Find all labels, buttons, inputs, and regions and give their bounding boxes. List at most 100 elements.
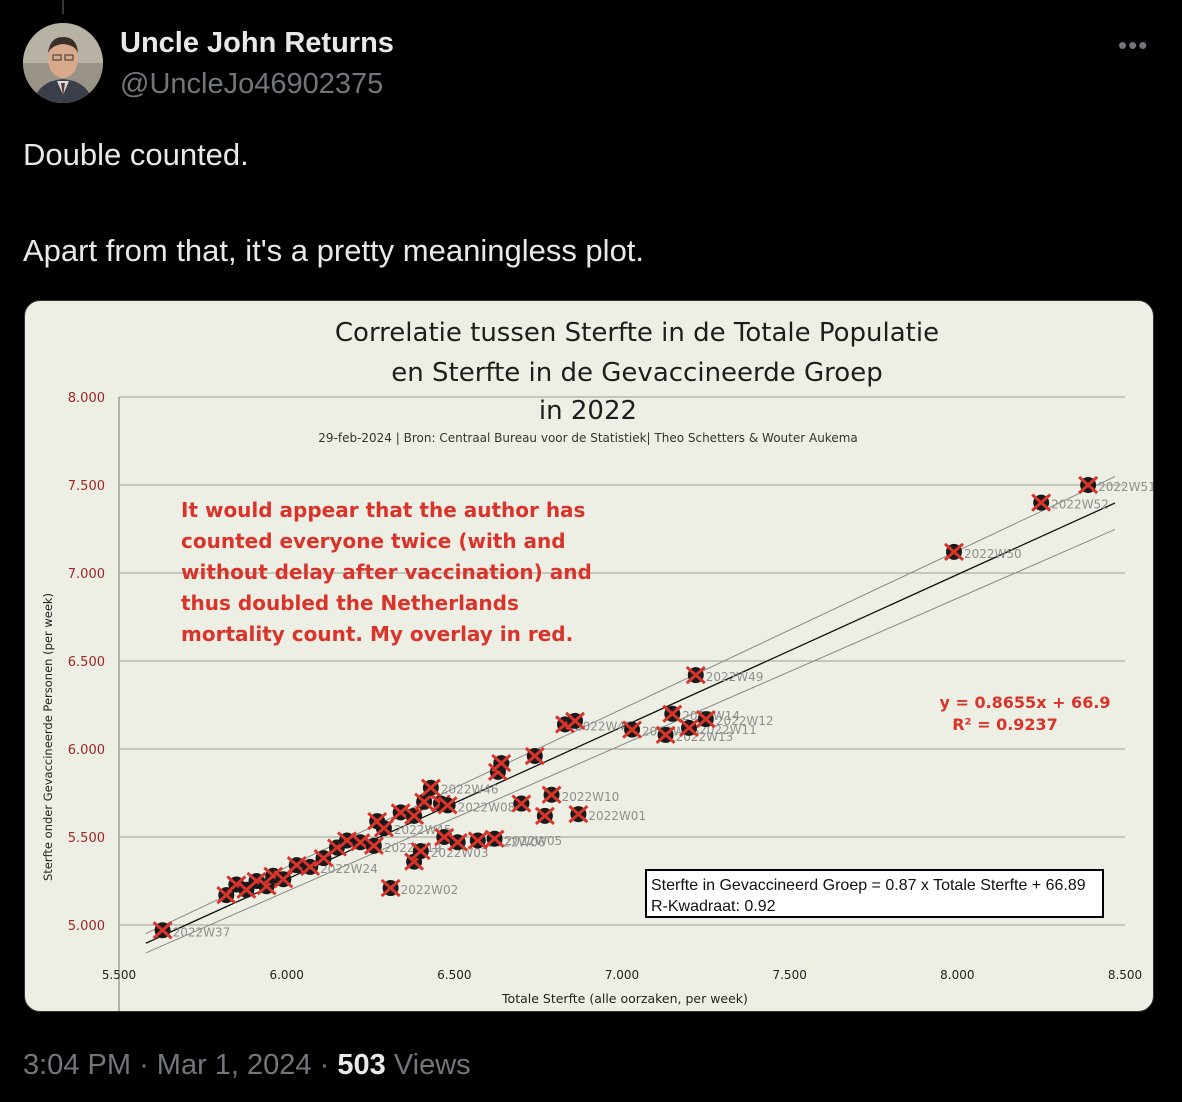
- data-point: 2022W51: [1078, 475, 1153, 495]
- data-point-label: 2022W08: [458, 800, 516, 814]
- y-tick-label: 6.500: [68, 655, 105, 670]
- red-cross-stroke: [434, 827, 455, 847]
- data-point: [511, 794, 532, 813]
- red-cross-stroke: [655, 725, 676, 745]
- tweet-text-line-2: Apart from that, it's a pretty meaningle…: [23, 233, 645, 268]
- red-cross-stroke: [943, 542, 964, 562]
- data-point: 2022W50: [943, 542, 1022, 562]
- data-point-label: 2022W52: [1051, 498, 1109, 512]
- lower-band-line: [145, 528, 1116, 954]
- red-cross-stroke: [410, 841, 431, 861]
- red-cross-stroke: [350, 833, 371, 852]
- data-point-label: 2022W12: [716, 714, 774, 728]
- tweet-time[interactable]: 3:04 PM: [23, 1049, 131, 1081]
- data-point: [273, 870, 294, 889]
- data-point: 2022W10: [541, 785, 620, 804]
- red-cross-stroke: [273, 870, 294, 889]
- data-point: 2022W47: [554, 715, 633, 734]
- chart-subtitle: 29-feb-2024 | Bron: Centraal Bureau voor…: [318, 431, 858, 445]
- trend-r2: R² = 0.9237: [952, 715, 1058, 734]
- data-point: 2022W52: [1031, 493, 1109, 512]
- data-point: 2022W49: [685, 665, 764, 685]
- data-point: [447, 833, 468, 852]
- x-tick-label: 8.000: [940, 968, 974, 982]
- footer-separator: ·: [319, 1049, 330, 1081]
- avatar[interactable]: [23, 23, 103, 103]
- author-name[interactable]: Uncle John Returns: [120, 27, 394, 59]
- red-cross-stroke: [300, 857, 321, 877]
- data-point: 2022W01: [568, 804, 646, 824]
- x-tick-label: 6.000: [269, 968, 303, 982]
- scatter-chart: 2022W372022W242022W192022W452022W462022W…: [41, 318, 1153, 1011]
- y-axis-label: Sterfte onder Gevaccineerde Personen (pe…: [41, 593, 55, 881]
- data-point-label: 2022W01: [588, 809, 646, 823]
- red-cross-stroke: [373, 819, 394, 838]
- red-cross-stroke: [226, 875, 247, 894]
- author-handle[interactable]: @UncleJo46902375: [120, 68, 384, 100]
- data-point: 2022W37: [152, 921, 231, 940]
- thread-connector: [62, 0, 64, 14]
- tweet-date[interactable]: Mar 1, 2024: [156, 1049, 312, 1081]
- red-cross-stroke: [390, 803, 411, 822]
- data-point: 2022W03: [410, 841, 489, 861]
- y-tick-label: 5.500: [68, 831, 105, 846]
- data-point-label: 2022W03: [431, 846, 489, 860]
- red-cross-stroke: [437, 796, 458, 815]
- red-cross-stroke: [1031, 493, 1052, 512]
- chart-title-line-1: Correlatie tussen Sterfte in de Totale P…: [335, 318, 939, 348]
- red-cross-stroke: [622, 720, 643, 739]
- data-point-label: 2022W02: [401, 883, 459, 897]
- data-point-label: 2022W46: [441, 783, 499, 797]
- red-cross-stroke: [467, 831, 488, 850]
- overlay-line-4: thus doubled the Netherlands: [181, 591, 519, 615]
- views-count: 503: [337, 1049, 386, 1081]
- x-tick-label: 7.500: [772, 968, 806, 982]
- red-cross-stroke: [414, 792, 435, 811]
- red-cross-stroke: [685, 665, 706, 685]
- overlay-line-1: It would appear that the author has: [181, 498, 585, 522]
- data-point: 2022W02: [380, 878, 459, 898]
- data-point-label: 2022W47: [575, 719, 633, 733]
- avatar-image: [23, 23, 103, 103]
- data-point: [404, 806, 425, 826]
- red-cross-stroke: [263, 866, 284, 885]
- data-point: [414, 792, 435, 811]
- red-cross-stroke: [662, 704, 683, 723]
- red-cross-stroke: [534, 806, 555, 826]
- data-point-label: 2022W10: [562, 790, 620, 804]
- overlay-line-3: without delay after vaccination) and: [181, 560, 592, 584]
- red-cross-stroke: [491, 753, 512, 773]
- x-tick-label: 5.500: [102, 968, 136, 982]
- chart-ticks: 5.0005.5006.0006.5007.0007.5008.00045005…: [68, 391, 1142, 982]
- data-point: [524, 746, 545, 766]
- red-cross-stroke: [1078, 475, 1099, 495]
- regression-box-line-2: R-Kwadraat: 0.92: [651, 898, 776, 915]
- red-cross-stroke: [152, 921, 173, 940]
- regression-box-line-1: Sterfte in Gevaccineerd Groep = 0.87 x T…: [651, 877, 1086, 894]
- trend-equation: y = 0.8655x + 66.9: [939, 693, 1110, 712]
- y-tick-label: 5.000: [68, 919, 105, 934]
- red-cross-stroke: [695, 709, 716, 729]
- data-point: [286, 856, 307, 875]
- data-point-label: 2022W49: [706, 670, 764, 684]
- red-cross-stroke: [679, 718, 700, 738]
- data-point: 2022W46: [420, 778, 499, 797]
- y-tick-label: 6.000: [68, 743, 105, 758]
- y-tick-label: 7.500: [68, 479, 105, 494]
- data-point: 2022W12: [695, 709, 774, 729]
- red-cross-stroke: [568, 804, 589, 824]
- data-point-label: 2022W37: [173, 925, 231, 939]
- chart-grid: [118, 396, 1125, 1011]
- red-cross-stroke: [541, 785, 562, 804]
- regression-box: Sterfte in Gevaccineerd Groep = 0.87 x T…: [645, 869, 1104, 918]
- x-tick-label: 7.000: [605, 968, 639, 982]
- data-point-label: 2022W05: [505, 834, 563, 848]
- chart-points: 2022W372022W242022W192022W452022W462022W…: [152, 475, 1153, 940]
- x-axis-label: Totale Sterfte (alle oorzaken, per week): [501, 991, 748, 1006]
- red-cross-stroke: [484, 829, 505, 848]
- data-point-label: 2022W50: [964, 547, 1022, 561]
- more-dots-icon[interactable]: •••: [1118, 30, 1149, 60]
- red-cross-stroke: [524, 746, 545, 766]
- tweet-footer: 3:04 PM · Mar 1, 2024 · 503 Views: [23, 1049, 471, 1082]
- tweet-media-chart[interactable]: 2022W37 2022W24 2022W19 2022W45 2022W46 2022W…: [24, 300, 1154, 1012]
